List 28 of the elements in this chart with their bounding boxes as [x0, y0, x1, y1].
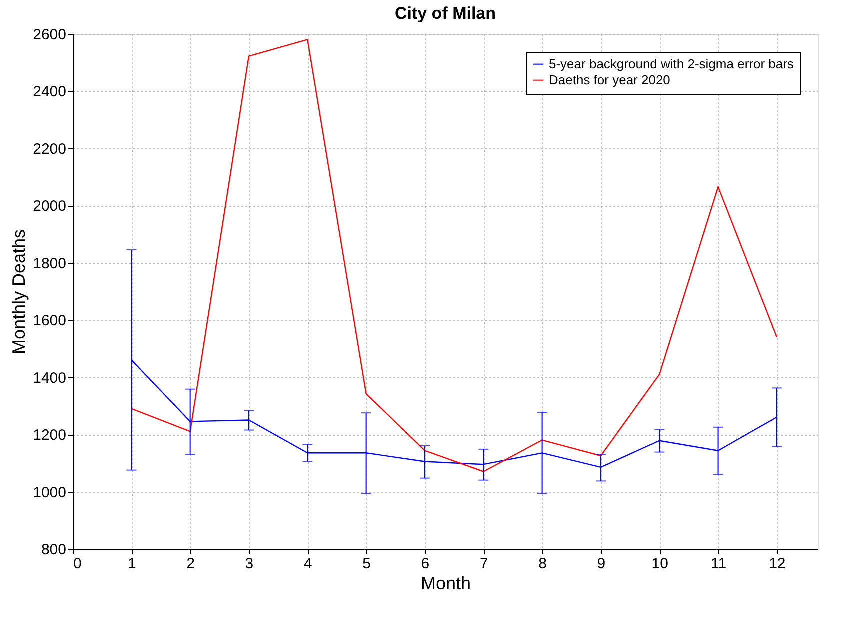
y-axis-title: Monthly Deaths	[9, 229, 30, 355]
y-tick-label: 1200	[33, 427, 66, 444]
y-tick-label: 2200	[33, 140, 66, 158]
legend-label: 5-year background with 2-sigma error bars	[549, 56, 794, 72]
x-tick-label: 12	[769, 556, 786, 572]
y-tick-label: 1400	[33, 370, 66, 387]
x-tick-label: 6	[421, 556, 430, 572]
x-tick-label: 5	[362, 556, 371, 572]
y-tick-label: 1000	[33, 484, 66, 502]
y-tick-label: 2000	[33, 198, 66, 216]
legend-label: Daeths for year 2020	[549, 72, 670, 88]
x-tick-label: 9	[597, 556, 606, 572]
y-tick-label: 1600	[33, 312, 66, 330]
x-tick-label: 2	[186, 556, 195, 572]
y-tick-label: 2600	[33, 26, 66, 44]
x-tick-label: 3	[245, 556, 254, 572]
x-tick-label: 1	[128, 556, 136, 572]
x-tick-label: 11	[710, 556, 727, 572]
x-tick-label: 8	[538, 556, 547, 572]
x-tick-label: 4	[304, 556, 312, 572]
y-tick-label: 800	[41, 542, 66, 558]
x-tick-label: 10	[652, 556, 668, 572]
x-tick-label: 7	[480, 556, 488, 572]
x-axis-title: Month	[420, 574, 472, 594]
y-tick-label: 1800	[33, 255, 66, 272]
y-tick-label: 2400	[33, 84, 66, 101]
chart-title: City of Milan	[394, 4, 496, 23]
x-tick-label: 0	[74, 556, 82, 572]
